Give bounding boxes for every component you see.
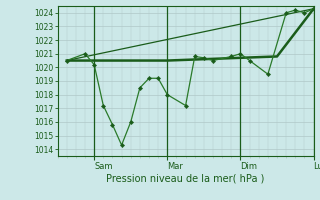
X-axis label: Pression niveau de la mer( hPa ): Pression niveau de la mer( hPa ) bbox=[107, 173, 265, 183]
